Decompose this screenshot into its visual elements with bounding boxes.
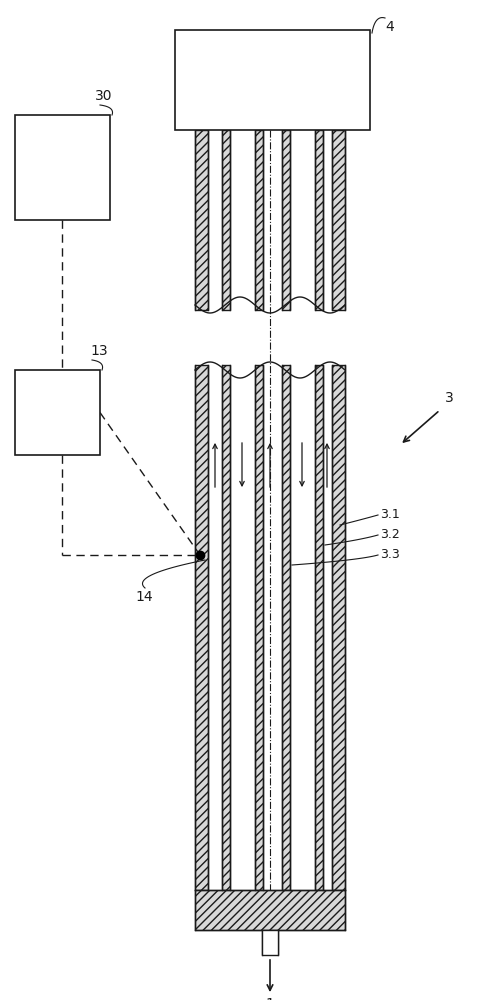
Text: 13: 13 bbox=[90, 344, 108, 358]
Text: 4: 4 bbox=[385, 20, 394, 34]
Text: 3.1: 3.1 bbox=[380, 508, 400, 522]
Polygon shape bbox=[195, 890, 345, 930]
Text: 3.2: 3.2 bbox=[380, 528, 400, 542]
Bar bbox=[262, 930, 278, 955]
Text: 1: 1 bbox=[266, 997, 275, 1000]
Bar bbox=[15, 370, 100, 455]
Text: 3: 3 bbox=[445, 391, 454, 405]
Bar bbox=[15, 115, 110, 220]
Polygon shape bbox=[255, 130, 263, 310]
Polygon shape bbox=[195, 365, 208, 890]
Text: 3.3: 3.3 bbox=[380, 548, 400, 562]
Text: 30: 30 bbox=[95, 89, 113, 103]
Bar bbox=[175, 30, 370, 130]
Polygon shape bbox=[282, 365, 290, 890]
Polygon shape bbox=[195, 130, 208, 310]
Polygon shape bbox=[222, 130, 230, 310]
Polygon shape bbox=[332, 365, 345, 890]
Polygon shape bbox=[255, 365, 263, 890]
Polygon shape bbox=[315, 130, 323, 310]
Text: 14: 14 bbox=[135, 590, 152, 604]
Polygon shape bbox=[315, 365, 323, 890]
Polygon shape bbox=[332, 130, 345, 310]
Polygon shape bbox=[222, 365, 230, 890]
Polygon shape bbox=[282, 130, 290, 310]
